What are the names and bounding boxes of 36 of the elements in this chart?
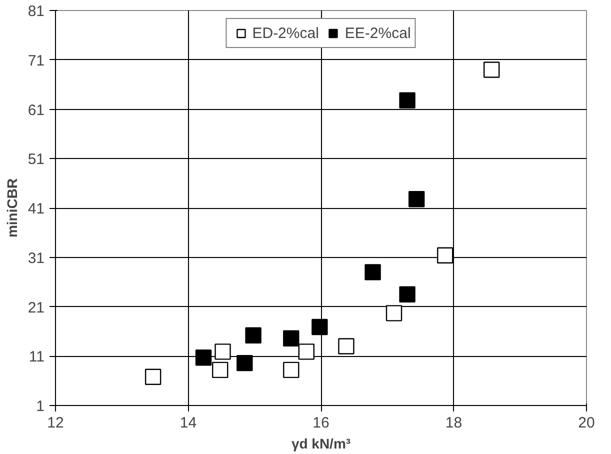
y-tick-label: 61	[28, 102, 45, 119]
point	[283, 362, 300, 378]
point	[312, 318, 328, 336]
point	[483, 62, 500, 78]
x-tick-label: 20	[578, 414, 595, 432]
point	[437, 247, 454, 264]
y-tick-label: 81	[28, 3, 45, 20]
x-tick-label: 18	[445, 414, 462, 432]
point	[214, 344, 231, 360]
point	[144, 368, 162, 385]
x-tick-label: 12	[47, 414, 64, 432]
point	[236, 354, 253, 372]
point	[364, 264, 381, 280]
x-tick-label: 16	[312, 414, 330, 432]
x-tick-label: 14	[180, 414, 197, 432]
point	[386, 305, 402, 322]
point	[212, 362, 228, 378]
point	[338, 338, 354, 354]
y-tick-label: 21	[28, 299, 45, 316]
point	[245, 327, 262, 344]
point	[399, 286, 416, 303]
y-tick-label: 1	[36, 398, 44, 415]
point	[399, 92, 416, 108]
point	[283, 330, 300, 346]
point	[298, 344, 314, 360]
y-tick-label: 71	[28, 52, 45, 70]
y-tick-label: 41	[28, 200, 45, 218]
y-tick-label: 31	[28, 250, 45, 267]
legend-label: EE-2%cal	[344, 24, 411, 42]
y-tick-label: 11	[28, 348, 45, 366]
point	[195, 350, 212, 366]
y-axis-title: miniCBR	[4, 178, 20, 238]
x-axis-title: γd kN/m³	[291, 436, 351, 452]
point	[408, 191, 425, 208]
y-tick-label: 51	[28, 151, 45, 168]
legend-label: ED-2%cal	[252, 24, 319, 42]
